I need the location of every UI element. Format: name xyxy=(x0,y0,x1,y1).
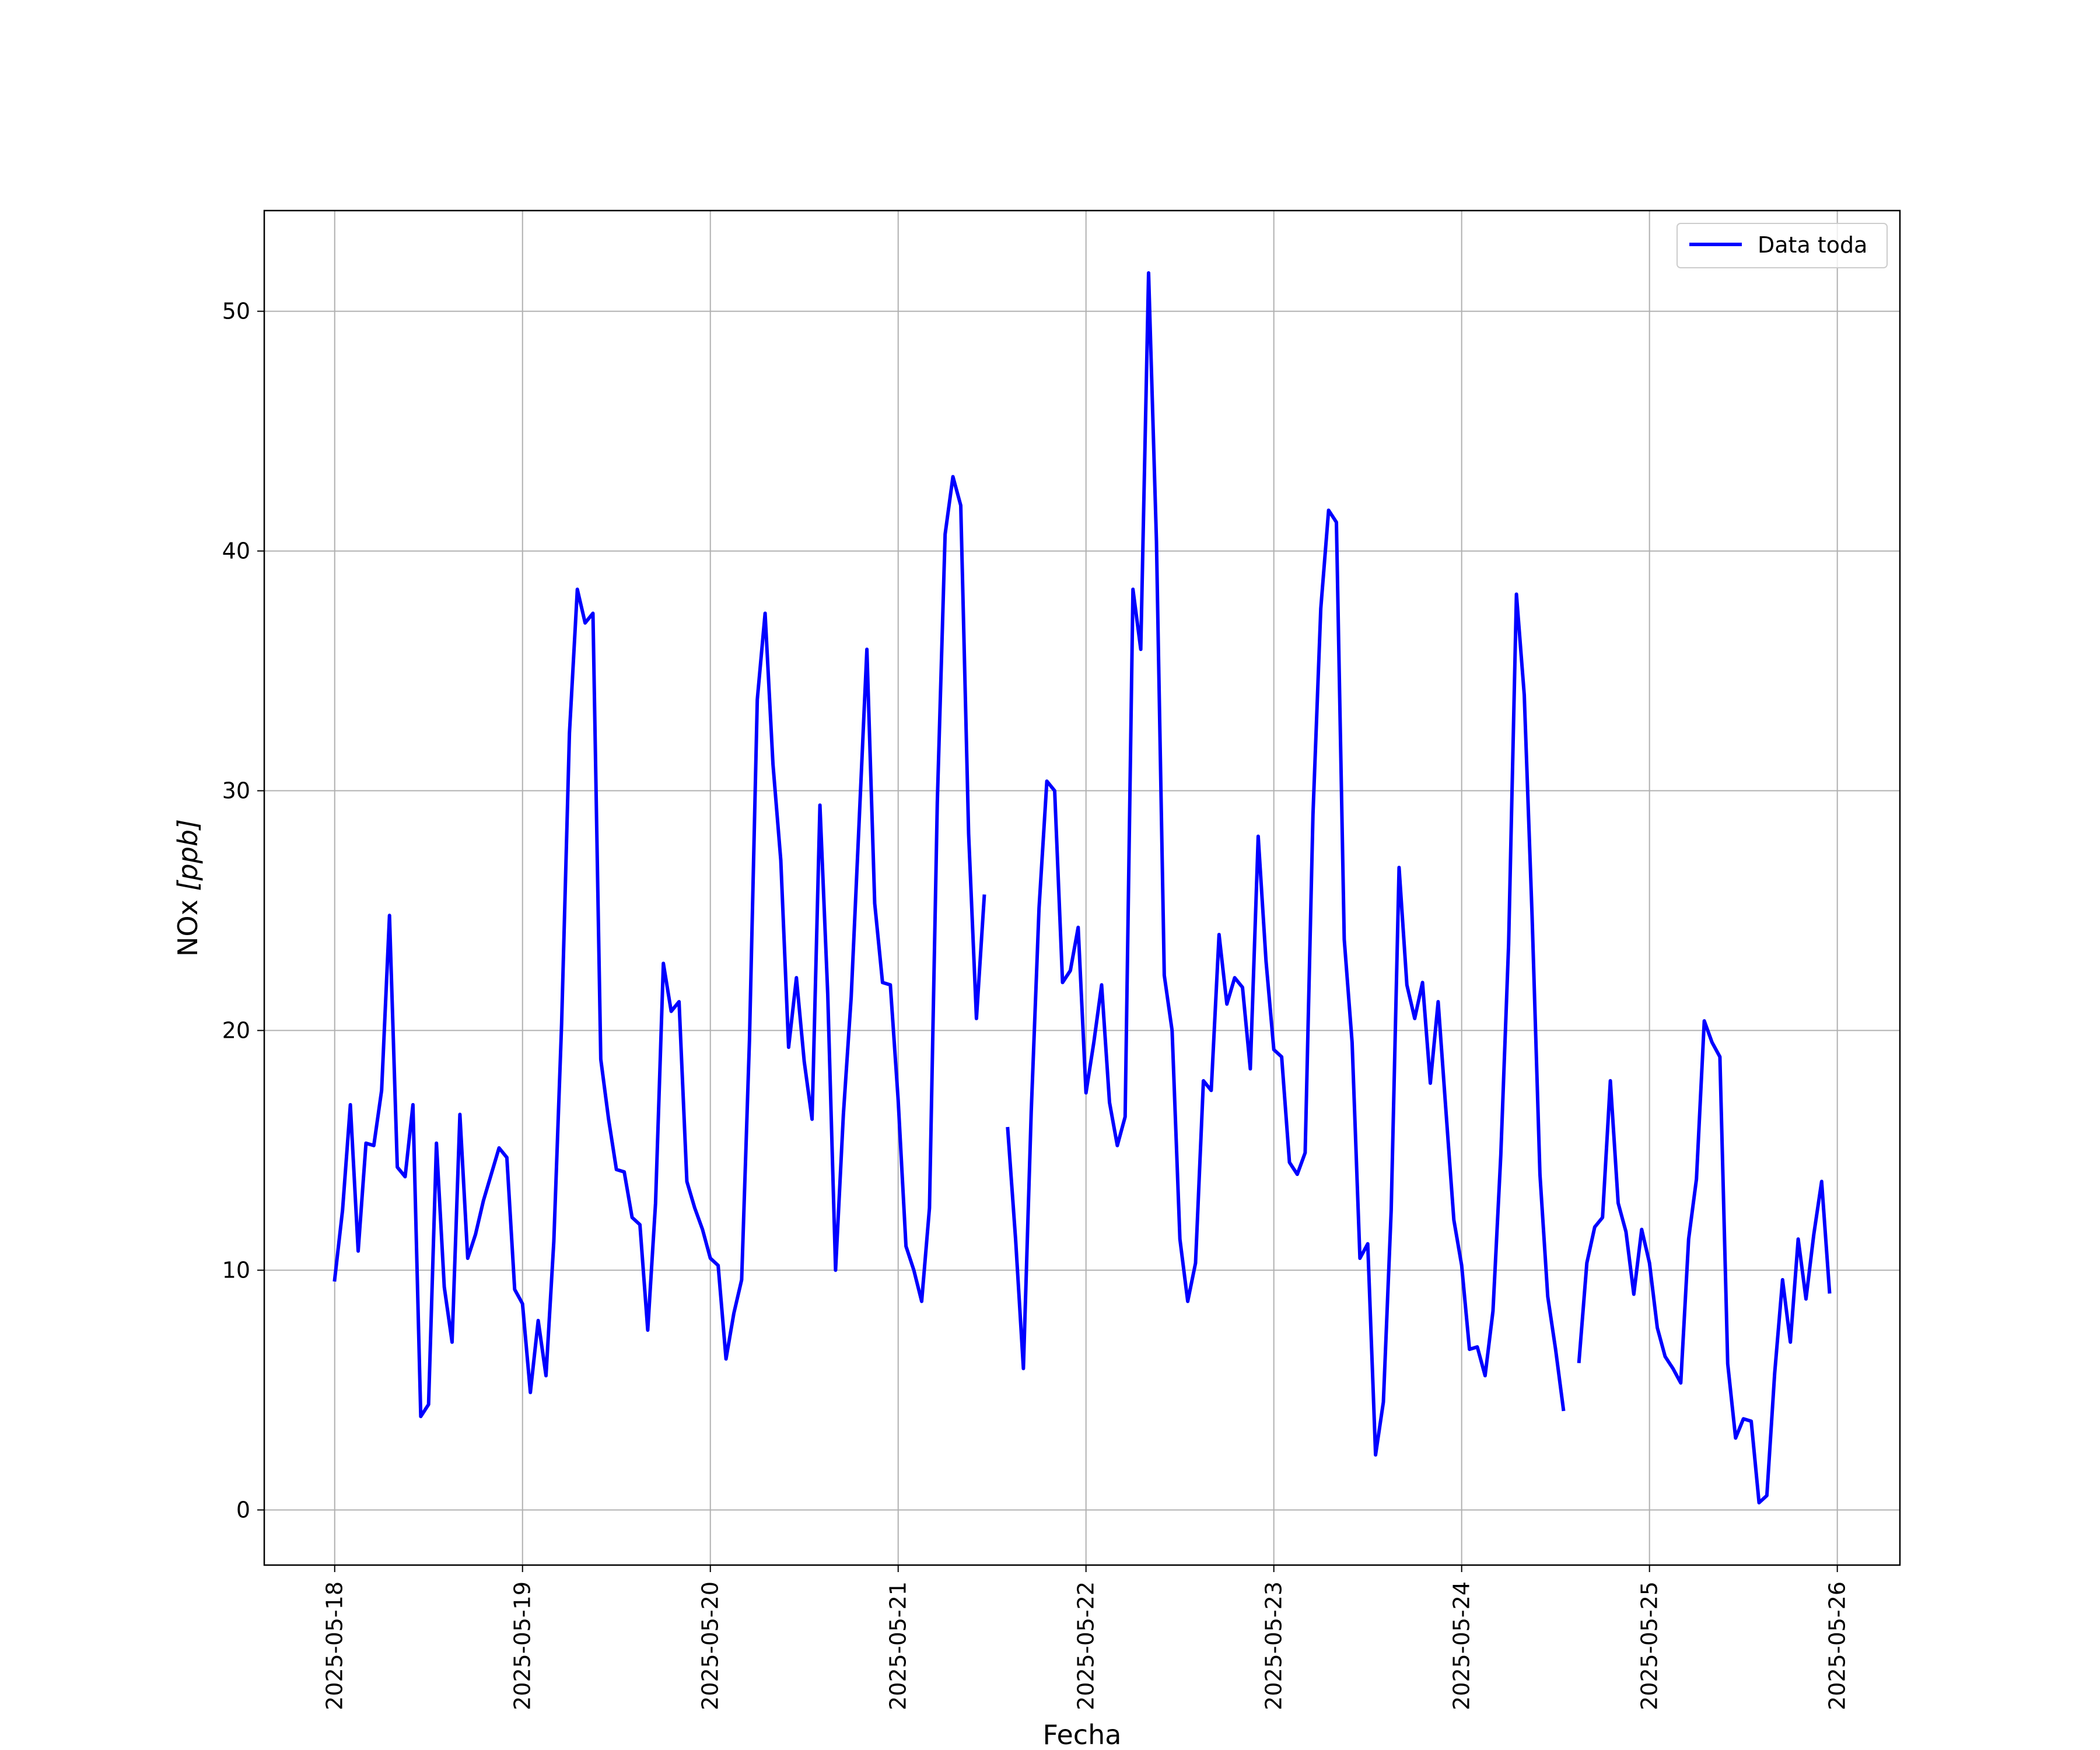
y-tick-label: 10 xyxy=(222,1258,250,1283)
legend-label-data-toda: Data toda xyxy=(1758,232,1867,258)
series-line-segment-1 xyxy=(332,475,986,1419)
series-lines xyxy=(332,271,1832,1505)
x-axis-label: Fecha xyxy=(1043,1719,1122,1750)
x-tick-label: 2025-05-26 xyxy=(1825,1581,1850,1710)
x-tick-label: 2025-05-24 xyxy=(1449,1581,1475,1710)
x-tick-label: 2025-05-22 xyxy=(1073,1581,1099,1710)
x-tick-label: 2025-05-25 xyxy=(1637,1581,1662,1710)
x-tick-label: 2025-05-20 xyxy=(698,1581,723,1710)
series-line-segment-2 xyxy=(1006,271,1566,1457)
grid-lines xyxy=(264,211,1900,1565)
y-axis-label: NOx [ppb] xyxy=(172,819,204,957)
series-line-segment-3 xyxy=(1577,1019,1832,1505)
plot-frame xyxy=(263,209,1901,1566)
y-tick-label: 20 xyxy=(222,1018,250,1044)
x-tick-label: 2025-05-19 xyxy=(510,1581,536,1710)
x-tick-label: 2025-05-21 xyxy=(886,1581,911,1710)
x-tick-label: 2025-05-18 xyxy=(322,1581,348,1710)
y-tick-label: 50 xyxy=(222,299,250,324)
x-axis-ticks: 2025-05-18 2025-05-19 2025-05-20 2025-05-21… xyxy=(322,1565,1850,1710)
y-axis-label-unit: [ppb] xyxy=(172,819,204,891)
y-tick-label: 30 xyxy=(222,778,250,804)
y-axis-ticks: 0 10 20 30 40 50 xyxy=(222,299,264,1522)
legend: Data toda xyxy=(1676,223,1888,268)
legend-box xyxy=(1676,223,1888,268)
y-tick-label: 40 xyxy=(222,538,250,564)
x-tick-label: 2025-05-23 xyxy=(1261,1581,1287,1710)
y-axis-label-main: NOx xyxy=(172,891,204,957)
y-tick-label: 0 xyxy=(236,1497,250,1522)
